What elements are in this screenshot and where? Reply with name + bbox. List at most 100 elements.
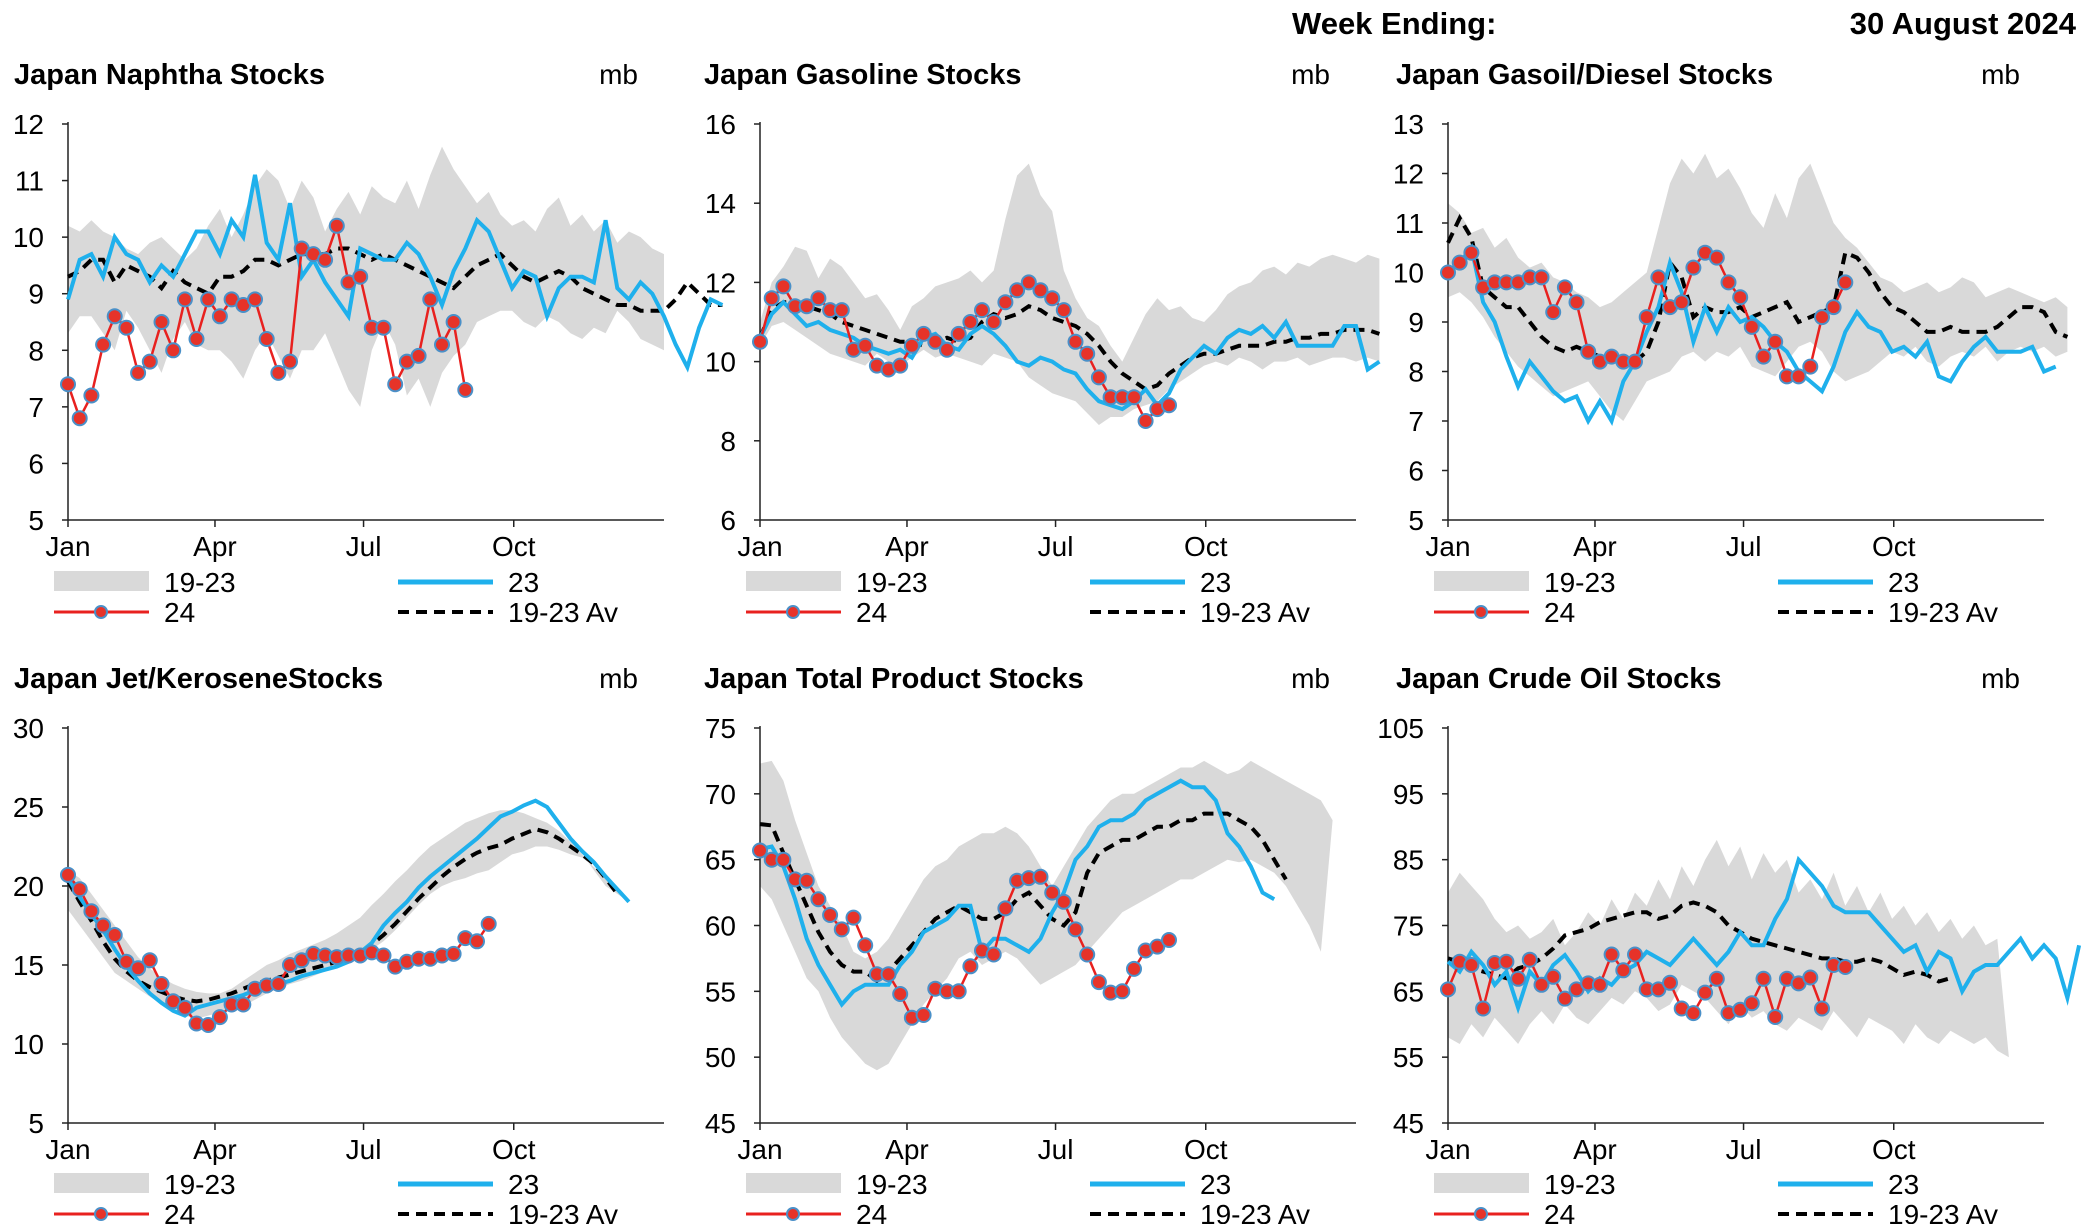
y-tick-label: 10 (13, 222, 44, 253)
series-24-point (1463, 957, 1480, 973)
series-24-point (810, 891, 827, 908)
series-24-point (1743, 318, 1760, 335)
chart-panel: Japan Gasoil/Diesel Stocks mb 5 6 7 8 9 10 11 12 1… (1393, 59, 2069, 628)
series-19-23-av-line (759, 811, 1288, 984)
series-24-point (434, 336, 450, 353)
series-24-point (1790, 368, 1807, 385)
legend-23-label: 23 (1888, 1169, 1919, 1200)
chart-title: Japan Gasoline Stocks (704, 59, 1022, 91)
series-24-point (211, 308, 228, 325)
series-19-23-av-line (1446, 213, 2069, 369)
y-tick-label: 85 (1393, 845, 1424, 876)
series-24-point (1825, 299, 1842, 316)
series-24-point (247, 291, 263, 308)
series-24-point (833, 302, 850, 319)
series-19-23-av-line (758, 300, 1381, 392)
series-24-point (1650, 269, 1667, 286)
series-24-point (1126, 389, 1142, 406)
series-24-point (1568, 294, 1585, 311)
x-tick-label: Jan (737, 531, 782, 562)
series-24-point (480, 915, 497, 932)
series-24-point (950, 325, 967, 342)
series-23-line (66, 174, 724, 373)
series-24-point (1650, 981, 1667, 998)
series-24-point (211, 1009, 228, 1026)
x-tick-label: Oct (1184, 1134, 1228, 1165)
y-tick-label: 50 (705, 1042, 736, 1073)
y-tick-label: 5 (28, 1108, 44, 1139)
y-tick-label: 5 (1408, 505, 1424, 536)
series-24-point (60, 866, 76, 883)
series-24-point (1685, 1005, 1702, 1022)
x-tick-label: Apr (1573, 1134, 1617, 1165)
series-24-point (1615, 962, 1632, 979)
series-24-point (1126, 960, 1142, 977)
x-tick-label: Jan (737, 1134, 782, 1165)
series-24-point (1708, 249, 1725, 266)
y-tick-label: 20 (13, 871, 44, 902)
y-tick-label: 105 (1377, 713, 1424, 744)
series-24-point (1556, 279, 1573, 296)
series-24-point (141, 353, 158, 370)
series-24-point (1463, 244, 1480, 261)
series-24-point (71, 881, 88, 898)
series-24-point (1510, 970, 1527, 987)
chart-unit: mb (599, 663, 638, 694)
x-tick-label: Oct (1872, 1134, 1916, 1165)
legend-19-23-av-label: 19-23 Av (1888, 597, 1998, 628)
legend-19-23-av-label: 19-23 Av (1200, 1199, 1310, 1224)
x-tick-label: Oct (1184, 531, 1228, 562)
chart-unit: mb (1291, 59, 1330, 90)
series-24-point (375, 947, 392, 964)
legend-24-marker (786, 605, 800, 619)
legend-24-label: 24 (164, 597, 195, 628)
y-tick-label: 13 (1393, 109, 1424, 140)
legend-19-23-av-label: 19-23 Av (1888, 1199, 1998, 1224)
x-tick-label: Jan (45, 531, 90, 562)
legend-19-23-av-label: 19-23 Av (508, 1199, 618, 1224)
series-24-point (1767, 1009, 1784, 1025)
x-tick-label: Oct (492, 1134, 536, 1165)
chart-title: Japan Total Product Stocks (704, 663, 1084, 695)
series-24-point (1079, 946, 1096, 963)
y-tick-label: 65 (1393, 976, 1424, 1007)
y-tick-label: 6 (720, 505, 736, 536)
week-ending-date: 30 August 2024 (1849, 6, 2076, 41)
y-tick-label: 11 (1395, 208, 1424, 239)
series-24-point (985, 946, 1002, 963)
legend-23-label: 23 (508, 567, 539, 598)
series-24-point (1498, 953, 1515, 970)
legend-24-label: 24 (1544, 597, 1575, 628)
series-24-point (457, 381, 474, 398)
series-24-point (1556, 990, 1573, 1007)
series-24-point (1662, 974, 1678, 991)
legend-24-marker (786, 1207, 800, 1221)
series-24-point (95, 917, 112, 934)
series-24-point (1067, 921, 1084, 938)
y-tick-label: 10 (13, 1029, 44, 1060)
chart-unit: mb (1291, 663, 1330, 694)
series-24-point (141, 952, 158, 969)
legend-19-23-label: 19-23 (856, 567, 928, 598)
series-24-point (106, 308, 123, 325)
legend-24-marker (94, 1207, 108, 1221)
series-24-point (375, 319, 392, 336)
y-tick-label: 45 (1393, 1108, 1424, 1139)
y-tick-label: 12 (1393, 159, 1424, 190)
y-tick-label: 75 (1393, 911, 1424, 942)
series-24-point (775, 278, 792, 295)
series-24-point (1475, 1000, 1492, 1017)
series-24-point (176, 291, 193, 308)
series-24-point (1837, 959, 1854, 975)
series-24-point (962, 314, 979, 330)
series-24-point (1685, 259, 1702, 276)
legend-24-label: 24 (856, 597, 887, 628)
chart-panel: Japan Total Product Stocks mb 45 50 55 60 65 70… (704, 663, 1356, 1224)
series-24-point (1627, 353, 1643, 370)
x-tick-label: Jul (1038, 1134, 1074, 1165)
band-19-23-area (760, 163, 1380, 425)
y-tick-label: 15 (13, 950, 44, 981)
x-tick-label: Jan (1425, 1134, 1470, 1165)
series-24-point (1451, 254, 1468, 271)
